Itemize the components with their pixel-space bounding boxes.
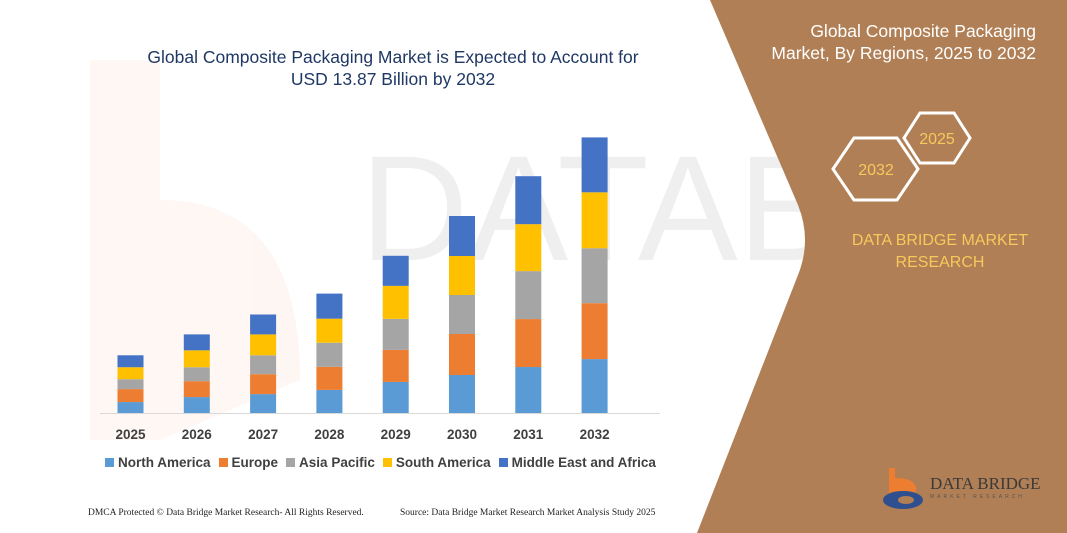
legend-label: Asia Pacific — [299, 455, 375, 470]
bar-segment-2030-0 — [449, 374, 475, 413]
x-tick-label: 2028 — [314, 427, 345, 442]
bar-segment-2025-2 — [117, 379, 144, 390]
x-tick-label: 2032 — [580, 427, 610, 442]
legend-item: South America — [382, 455, 491, 470]
x-tick-label: 2026 — [182, 427, 213, 442]
legend-item: Middle East and Africa — [498, 455, 656, 470]
bar-segment-2025-4 — [117, 355, 144, 368]
legend-label: North America — [118, 455, 211, 470]
logo-subtext: MARKET RESEARCH — [930, 494, 1025, 500]
stacked-bar-chart: 2025 2026 2027 2028 2029 2030 2031 2032 — [100, 137, 660, 442]
bar-segment-2029-2 — [382, 318, 409, 350]
legend-swatch — [218, 458, 228, 467]
bar-segment-2030-1 — [449, 334, 475, 375]
brand-line1: DATA BRIDGE MARKET — [851, 232, 1029, 249]
bar-segment-2028-4 — [316, 293, 343, 319]
hexagon-2025-icon — [902, 111, 972, 165]
x-tick-label: 2027 — [248, 427, 278, 442]
bar-segment-2030-3 — [449, 255, 475, 295]
bar-segment-2031-2 — [515, 271, 542, 320]
bar-segment-2032-0 — [581, 359, 608, 413]
side-panel — [697, 0, 1067, 533]
chart-title-line2: USD 13.87 Billion by 2032 — [290, 69, 496, 89]
bar-segment-2029-0 — [382, 381, 409, 413]
legend-label: Europe — [231, 455, 279, 470]
bar-segment-2028-0 — [316, 389, 343, 413]
bar-segment-2025-1 — [117, 389, 144, 403]
x-tick-label: 2031 — [513, 427, 544, 442]
bar-segment-2027-1 — [250, 374, 277, 395]
legend-item: Asia Pacific — [286, 455, 375, 470]
bar-segment-2031-3 — [515, 224, 542, 272]
legend-swatch — [286, 458, 296, 467]
bar-segment-2029-4 — [382, 255, 409, 286]
footer-copyright: DMCA Protected © Data Bridge Market Rese… — [88, 508, 364, 518]
legend-label: South America — [395, 455, 491, 470]
bar-segment-2026-2 — [183, 367, 210, 382]
chart-title-line1: Global Composite Packaging Market is Exp… — [147, 47, 639, 67]
bar-segment-2027-4 — [250, 314, 277, 335]
bar-segment-2028-1 — [316, 366, 343, 390]
bar-segment-2030-4 — [449, 215, 475, 256]
side-panel-title-line1: Global Composite Packaging — [810, 21, 1036, 41]
hex-end-year: 2032 — [858, 162, 894, 179]
brand-line2: RESEARCH — [895, 254, 985, 271]
bar-segment-2031-0 — [515, 367, 542, 413]
side-panel-title-line2: Market, By Regions, 2025 to 2032 — [771, 43, 1036, 63]
bar-segment-2026-3 — [183, 350, 210, 368]
side-panel-title: Global Composite Packaging Market, By Re… — [740, 20, 1036, 64]
bar-segment-2025-3 — [117, 367, 144, 380]
legend-label: Middle East and Africa — [511, 455, 656, 470]
hexagon-2032-icon — [831, 136, 920, 202]
bar-segment-2029-3 — [382, 285, 409, 319]
x-tick-label: 2030 — [447, 427, 477, 442]
legend-swatch — [105, 458, 114, 467]
x-tick-label: 2025 — [115, 427, 146, 442]
bar-segment-2028-3 — [316, 318, 343, 343]
bar-segment-2028-2 — [316, 342, 343, 367]
logo-text: DATA BRIDGE — [930, 474, 1041, 493]
bar-segment-2030-2 — [449, 294, 475, 335]
brand-text: DATA BRIDGE MARKET RESEARCH — [820, 230, 1060, 274]
legend-swatch — [382, 458, 392, 467]
bar-segment-2032-2 — [581, 248, 608, 304]
x-tick-label: 2029 — [381, 427, 411, 442]
logo-icon — [883, 468, 923, 509]
bar-segment-2027-0 — [250, 394, 277, 413]
legend-swatch — [498, 458, 508, 467]
bar-segment-2032-1 — [581, 303, 608, 360]
footer-source: Source: Data Bridge Market Research Mark… — [400, 508, 656, 518]
legend-item: Europe — [218, 455, 279, 470]
bar-segment-2032-3 — [581, 192, 608, 249]
bar-segment-2025-0 — [117, 402, 144, 413]
bar-segment-2031-4 — [515, 176, 542, 225]
bar-segment-2032-4 — [581, 137, 608, 193]
bar-segment-2027-3 — [250, 334, 277, 356]
hex-start-year: 2025 — [919, 131, 955, 148]
bar-segment-2029-1 — [382, 349, 409, 382]
bar-segment-2026-4 — [183, 334, 210, 351]
legend-item: North America — [105, 455, 211, 470]
bar-segment-2026-0 — [183, 397, 210, 413]
bar-segment-2026-1 — [183, 381, 210, 398]
legend: North America Europe Asia Pacific South Ame… — [105, 455, 656, 470]
bar-segment-2031-1 — [515, 319, 542, 368]
bar-segment-2027-2 — [250, 355, 277, 375]
